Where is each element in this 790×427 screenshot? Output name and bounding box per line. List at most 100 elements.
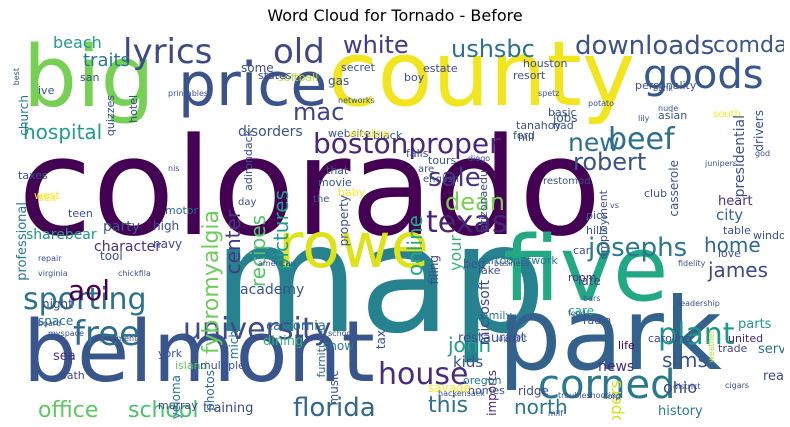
word-space: space [38,314,74,328]
word-that: that [326,164,349,177]
word-center: center [221,210,245,275]
word-school: school [128,398,199,421]
word-trade: trade [718,342,748,355]
word-junipers: junipers [705,159,738,168]
word-taxes: taxes [18,169,48,182]
word-potato: potato [588,99,615,108]
word-states: states [258,69,292,82]
word-leadership: leadership [678,299,720,308]
word-home: home [704,233,761,257]
word-love: love [718,247,742,260]
word-traits: traits [83,50,130,71]
word-news: news [598,359,635,375]
word-troubleshooting: troubleshooting [558,391,621,400]
word-cigars: cigars [725,381,750,390]
word-sea: sea [53,349,76,364]
word-map: map [213,193,547,367]
word-dining: dining [263,334,304,349]
word-beef: beef [608,122,675,157]
word-city: city [716,206,744,224]
word-free: free [73,314,141,354]
word-oregon: oregon [463,374,502,387]
word-english: english [423,174,459,185]
word-west: west [34,189,60,202]
word-belmont: belmont [23,303,375,402]
word-john: john [448,333,492,357]
word-furniture: furniture [315,330,328,378]
word-estate: estate [423,62,458,75]
word-texas: texas [426,205,508,240]
word-beach: beach [53,33,102,52]
word-tax: tax [374,330,388,350]
word-business: business [494,259,529,268]
word-tool: tool [100,249,123,263]
word-sims: sims [662,348,708,372]
word-car: car [573,244,591,257]
word-sporting: sporting [23,282,147,317]
word-milf: milf [548,409,564,418]
word-lily: lily [638,114,650,123]
word-chickfila: chickfila [118,269,151,278]
word-music: music [327,370,341,406]
word-casserole: casserole [667,160,681,217]
word-five: five [503,217,669,322]
word-adirondack: adirondack [242,130,255,191]
word-old: old [273,32,325,72]
word-basic: basic [548,106,577,119]
word-black: black [373,129,403,142]
word-price: price [178,50,328,120]
word-ohio: ohio [663,378,698,397]
word-diego: diego [468,154,491,163]
word-radio: radio [583,314,612,327]
word-fidelity: fidelity [678,259,706,268]
word-gas: gas [328,74,350,88]
word-josephs: josephs [588,233,688,263]
word-aol: aol [68,274,111,307]
word-york: york [158,347,183,360]
word-ridge: ridge [518,384,549,398]
word-recipes: recipes [246,215,270,288]
word-teen: teen [68,207,93,220]
word-the: the [313,194,330,205]
word-hill: hill [518,131,535,144]
word-employment: employment [597,190,610,260]
word-nis: nis [168,164,180,173]
word-carolina: carolina [648,332,692,345]
word-vs: vs [610,201,619,210]
word-god: god [755,149,771,158]
word-asian: asian [658,109,688,122]
word-ushsbc: ushsbc [451,35,535,63]
word-property: property [337,195,351,247]
word-tours: tours [428,154,457,167]
word-restaurant: restaurant [458,331,526,346]
word-house: house [378,357,469,392]
word-heart: heart [718,194,753,209]
word-office: office [38,398,99,421]
word-resort: resort [513,69,546,82]
word-james: james [708,258,769,282]
word-multiple: multiple [200,359,245,372]
word-ive: ive [38,84,55,97]
word-hackensack: hackensack [438,389,485,398]
word-florida: florida [293,393,376,420]
word-networks: networks [338,96,375,105]
word-hospital: hospital [23,120,103,144]
word-windows: windows [753,229,784,242]
word-online: online [403,215,427,277]
word-sharebear: sharebear [26,227,97,243]
word-training: training [203,401,254,416]
word-kids: kids [453,353,484,371]
word-big: big [23,30,155,127]
word-cartoonetwork: cartoonetwork [478,254,558,267]
word-weather: weather [707,330,716,363]
word-high: high [153,219,180,233]
word-apartments: apartments [95,334,142,343]
word-secret: secret [341,61,375,74]
word-white: white [343,31,409,59]
word-united: united [728,332,764,345]
word-drivers: drivers [752,110,766,152]
word-board: board [38,319,62,328]
word-window: window [348,127,390,140]
word-corned: corned [538,362,676,408]
word-pics: pics [586,209,608,222]
